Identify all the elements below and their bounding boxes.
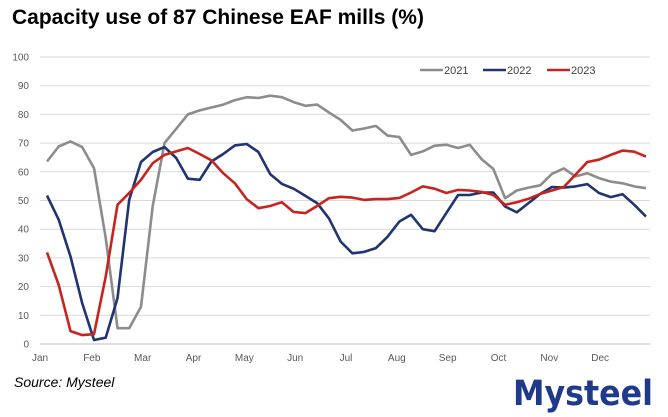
legend-label-2022: 2022 <box>507 65 531 77</box>
legend-label-2023: 2023 <box>571 65 595 77</box>
mysteel-logo: Mysteel <box>513 374 653 414</box>
y-tick-label: 0 <box>23 340 29 351</box>
y-tick-label: 30 <box>18 253 30 264</box>
y-tick-label: 70 <box>18 139 30 150</box>
x-tick-label: May <box>235 353 254 364</box>
x-tick-label: Sep <box>439 353 457 364</box>
x-tick-label: Apr <box>186 353 202 364</box>
legend-label-2021: 2021 <box>444 65 468 77</box>
y-tick-label: 60 <box>18 167 30 178</box>
y-tick-label: 10 <box>18 311 30 322</box>
y-tick-label: 80 <box>18 110 30 121</box>
y-tick-label: 20 <box>18 282 30 293</box>
y-tick-label: 50 <box>18 196 30 207</box>
chart-title: Capacity use of 87 Chinese EAF mills (%) <box>12 6 424 29</box>
series-line-2022 <box>45 142 647 342</box>
x-tick-label: Dec <box>591 353 609 364</box>
x-tick-label: Mar <box>134 353 152 364</box>
x-tick-label: Jan <box>32 353 48 364</box>
x-tick-label: Feb <box>83 353 101 364</box>
x-tick-label: Nov <box>540 353 558 364</box>
y-tick-label: 40 <box>18 225 30 236</box>
x-tick-label: Jul <box>340 353 353 364</box>
source-note: Source: Mysteel <box>14 374 115 390</box>
series-line-2023 <box>45 146 647 337</box>
series-line-2021 <box>45 94 647 330</box>
x-tick-label: Oct <box>491 353 507 364</box>
x-tick-label: Aug <box>388 353 406 364</box>
y-tick-label: 90 <box>18 81 30 92</box>
y-tick-label: 100 <box>12 53 29 64</box>
x-tick-label: Jun <box>287 353 303 364</box>
